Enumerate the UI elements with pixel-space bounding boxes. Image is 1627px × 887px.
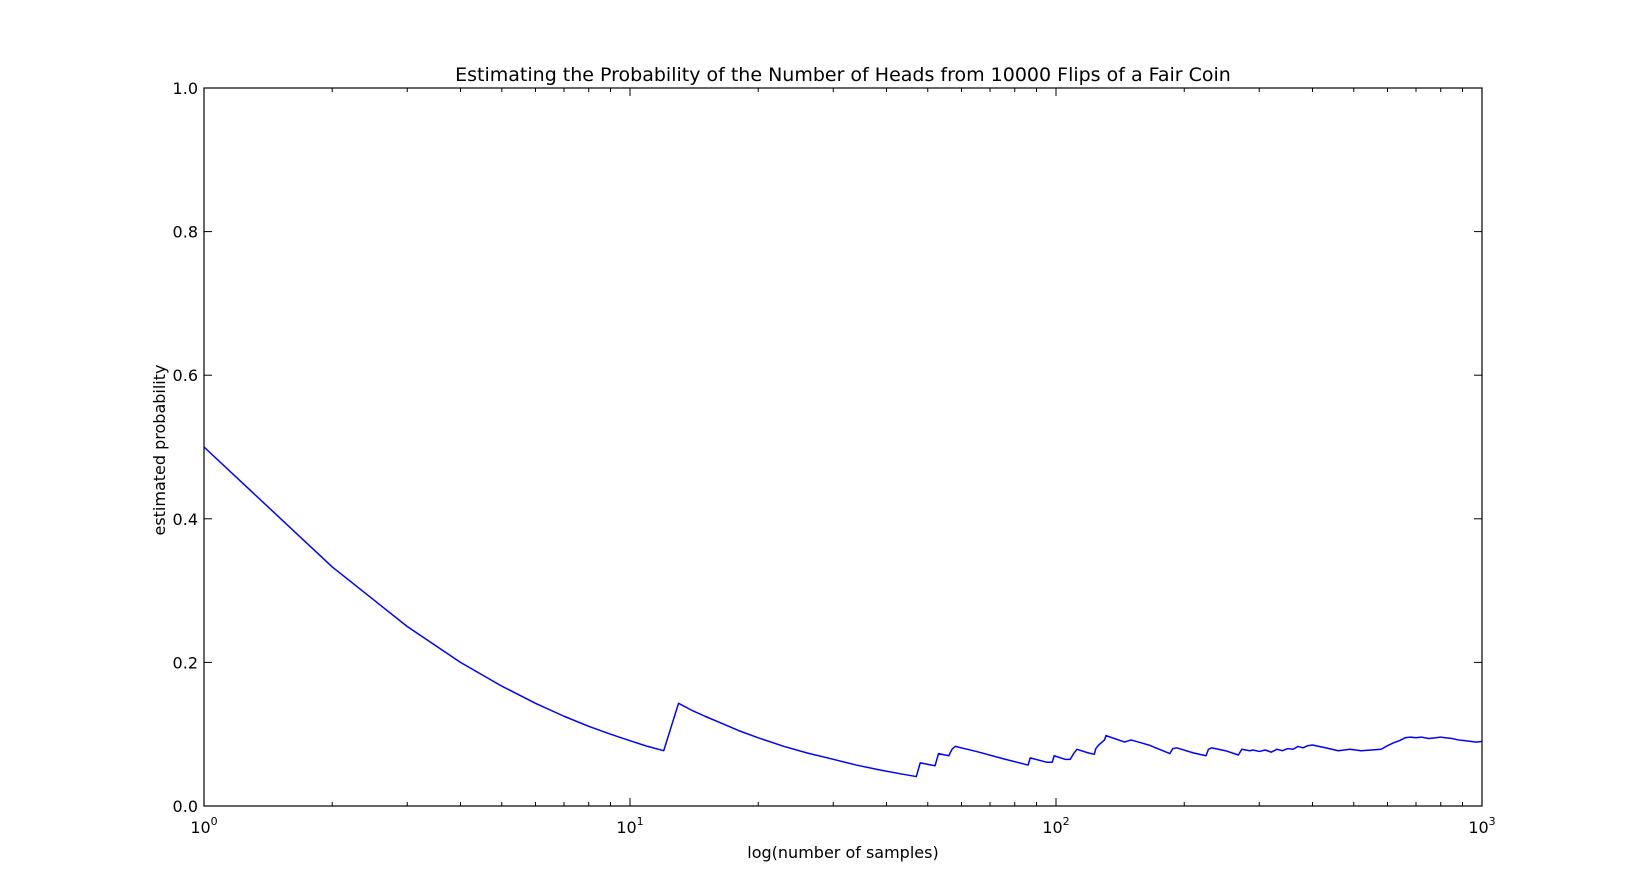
x-tick-label: 102 <box>1042 815 1069 837</box>
x-tick-label: 100 <box>190 815 217 837</box>
y-tick-label: 0.2 <box>173 653 198 672</box>
y-tick-label: 0.8 <box>173 223 198 242</box>
x-axis-label: log(number of samples) <box>747 843 938 862</box>
plot-frame <box>203 87 1483 807</box>
y-axis-label: estimated probability <box>150 364 169 535</box>
y-tick-label: 1.0 <box>173 79 198 98</box>
y-tick-label: 0.0 <box>173 797 198 816</box>
x-tick-label: 103 <box>1468 815 1495 837</box>
x-tick-label: 101 <box>616 815 643 837</box>
y-tick-label: 0.4 <box>173 510 198 529</box>
y-tick-label: 0.6 <box>173 366 198 385</box>
ticks-layer <box>203 87 1483 807</box>
tick-labels-layer: 100 101 102 103 0.0 0.2 0.4 0.6 0.8 1.0 <box>173 79 1496 837</box>
series-line <box>203 446 1483 778</box>
plot-area <box>204 88 1482 806</box>
chart-title: Estimating the Probability of the Number… <box>455 64 1231 86</box>
